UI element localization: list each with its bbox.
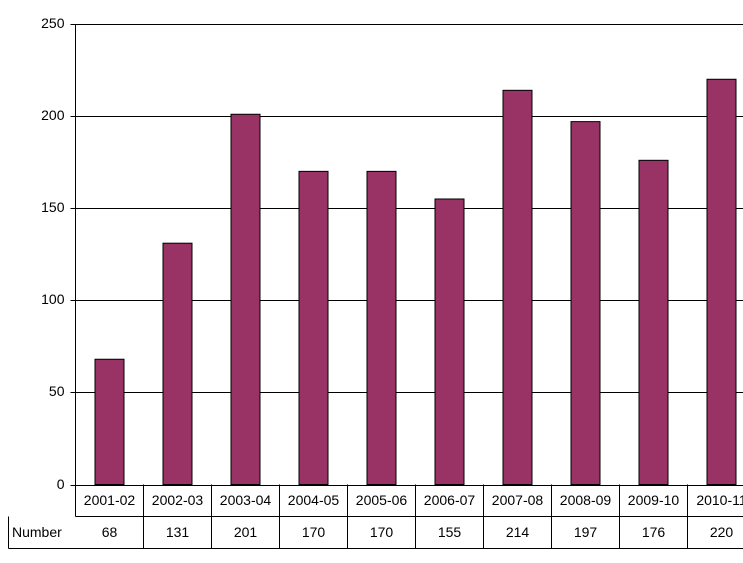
table-value: 68 [102, 524, 118, 540]
y-tick-label: 100 [41, 291, 65, 307]
bar [502, 89, 533, 485]
x-tick-label: 2001-02 [84, 492, 136, 508]
x-tick-label: 2004-05 [288, 492, 340, 508]
x-tick-label: 2010-11 [696, 492, 743, 508]
table-value: 176 [642, 524, 666, 540]
bar [230, 113, 261, 486]
x-tick-label: 2005-06 [356, 492, 408, 508]
bar [638, 159, 669, 485]
y-tick-label: 150 [41, 199, 65, 215]
table-value: 155 [438, 524, 462, 540]
bar [162, 242, 193, 485]
y-tick-label: 200 [41, 107, 65, 123]
bar [366, 170, 397, 486]
table-value: 201 [234, 524, 258, 540]
bar [706, 78, 737, 485]
table-value: 170 [302, 524, 326, 540]
x-tick-label: 2006-07 [424, 492, 476, 508]
x-tick-label: 2002-03 [152, 492, 204, 508]
bar [94, 358, 125, 485]
bar [570, 121, 601, 485]
table-value: 131 [166, 524, 190, 540]
table-value: 214 [506, 524, 530, 540]
bar [298, 170, 329, 486]
table-value: 220 [710, 524, 734, 540]
table-value: 170 [370, 524, 394, 540]
y-tick-label: 50 [49, 383, 65, 399]
x-tick-label: 2003-04 [220, 492, 272, 508]
legend-label: Number [12, 524, 62, 540]
x-tick-label: 2008-09 [560, 492, 612, 508]
x-tick-label: 2007-08 [492, 492, 544, 508]
x-tick-label: 2009-10 [628, 492, 680, 508]
bar [434, 198, 465, 486]
table-value: 197 [574, 524, 598, 540]
y-tick-label: 0 [57, 476, 65, 492]
y-tick-label: 250 [41, 15, 65, 31]
